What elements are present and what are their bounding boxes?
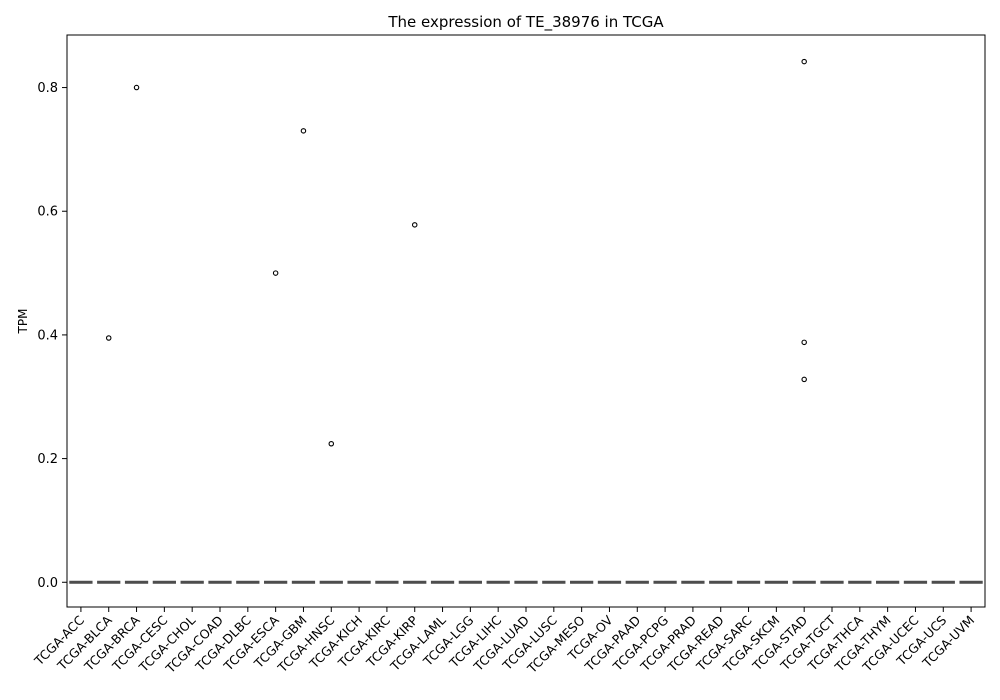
plot-frame [66, 34, 986, 608]
y-tick-label: 0.4 [37, 328, 58, 343]
y-axis-label: TPM [16, 309, 30, 335]
chart-title: The expression of TE_38976 in TCGA [387, 13, 664, 32]
y-tick-label: 0.8 [37, 81, 58, 96]
outlier-point [272, 270, 279, 276]
y-tick-label: 0.6 [37, 205, 58, 220]
y-tick-label: 0.2 [37, 452, 58, 467]
outlier-point [300, 128, 307, 134]
outlier-point [411, 222, 418, 228]
outlier-point [105, 335, 112, 341]
outlier-point [133, 84, 140, 91]
outlier-point [801, 339, 807, 346]
y-tick-label: 0.0 [37, 576, 58, 591]
outlier-point [801, 58, 807, 65]
outlier-point [328, 440, 335, 447]
plot-area [69, 58, 983, 584]
outlier-point [801, 376, 807, 383]
